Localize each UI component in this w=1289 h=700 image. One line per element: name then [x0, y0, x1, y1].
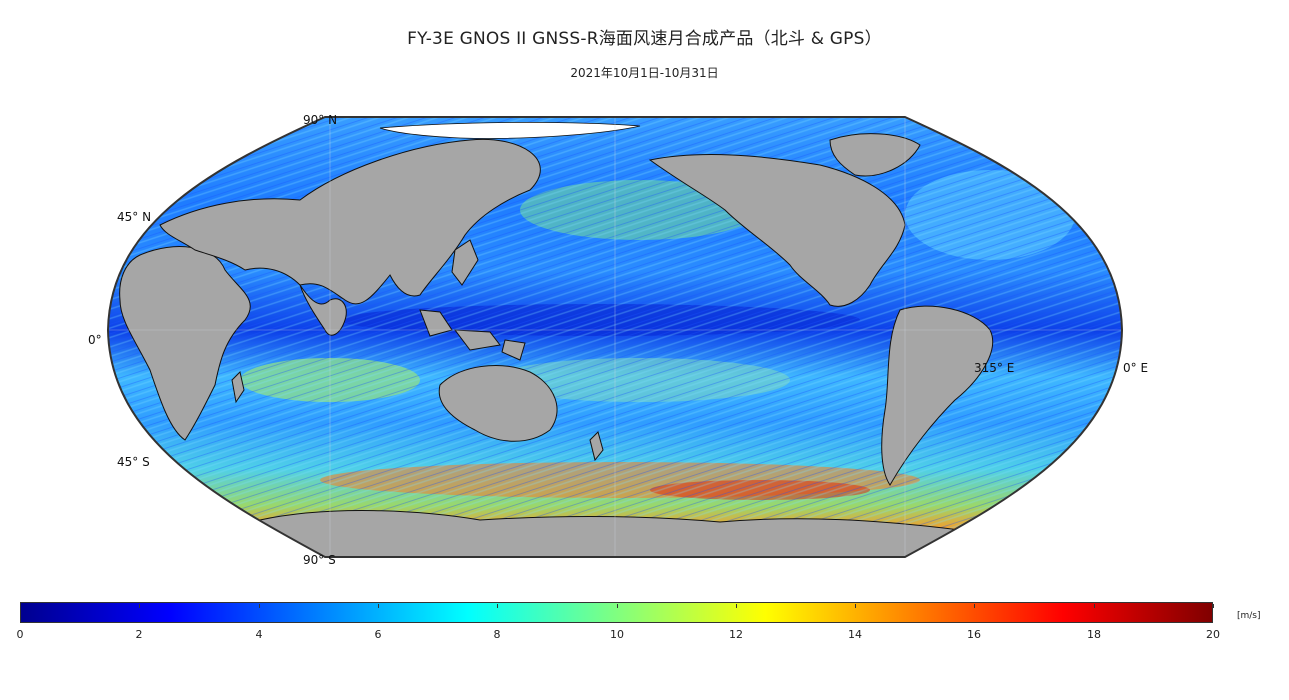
arctic-ice	[379, 121, 641, 139]
colorbar-tick-label: 6	[374, 628, 382, 641]
colorbar-tick-label: 2	[135, 628, 143, 641]
colorbar-tick-label: 8	[493, 628, 501, 641]
colorbar-tick-label: 12	[729, 628, 743, 641]
lon-label-315e: 315° E	[974, 361, 1015, 375]
colorbar	[20, 602, 1213, 623]
colorbar-tick	[139, 604, 140, 608]
colorbar-tick-label: 20	[1206, 628, 1220, 641]
lat-label-90n: 90° N	[303, 113, 338, 127]
colorbar-tick	[1094, 604, 1095, 608]
lat-label-90s: 90° S	[303, 553, 336, 567]
colorbar-tick-label: 10	[610, 628, 624, 641]
chart-title: FY-3E GNOS II GNSS-R海面风速月合成产品（北斗 & GPS）	[407, 29, 882, 49]
colorbar-gradient	[20, 602, 1213, 623]
colorbar-tick-label: 16	[967, 628, 981, 641]
colorbar-tick	[855, 604, 856, 608]
colorbar-tick-label: 14	[848, 628, 862, 641]
colorbar-tick-label: 4	[255, 628, 263, 641]
colorbar-tick	[617, 604, 618, 608]
colorbar-tick	[1213, 604, 1214, 608]
colorbar-unit: [m/s]	[1237, 611, 1261, 621]
lon-label-0e: 0° E	[1123, 361, 1149, 375]
lat-label-45s: 45° S	[117, 455, 150, 469]
graticule	[108, 117, 1122, 557]
colorbar-tick	[259, 604, 260, 608]
lat-label-45n: 45° N	[117, 210, 152, 224]
colorbar-tick	[736, 604, 737, 608]
lat-label-0: 0°	[88, 333, 102, 347]
colorbar-tick	[378, 604, 379, 608]
colorbar-tick	[497, 604, 498, 608]
colorbar-tick	[20, 604, 21, 608]
map-outline	[106, 116, 1124, 558]
colorbar-tick-label: 0	[16, 628, 24, 641]
world-wind-speed-map	[106, 116, 1124, 558]
chart-subtitle: 2021年10月1日-10月31日	[570, 66, 719, 80]
colorbar-tick	[974, 604, 975, 608]
colorbar-tick-label: 18	[1087, 628, 1101, 641]
land-masses	[119, 133, 1002, 557]
